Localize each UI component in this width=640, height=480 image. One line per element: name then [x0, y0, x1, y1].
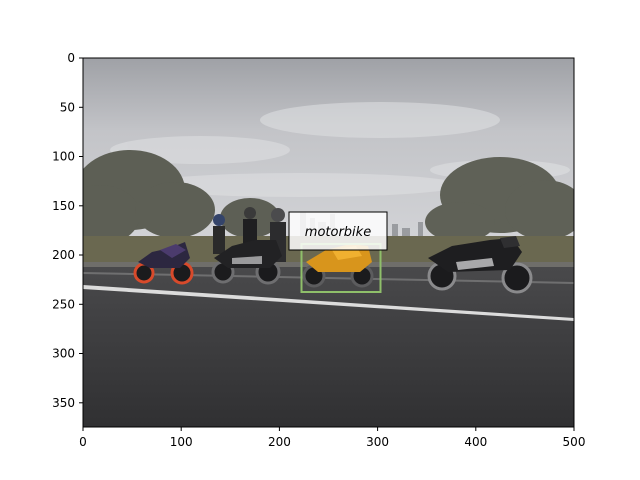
x-tick-label: 200 [268, 435, 291, 449]
x-tick-label: 0 [79, 435, 87, 449]
axes-frame [82, 57, 575, 428]
x-tick-label: 400 [464, 435, 487, 449]
x-tick-label: 500 [563, 435, 586, 449]
lane-line [83, 285, 574, 321]
y-tick-label: 200 [52, 248, 75, 262]
bbox-annotation: motorbike [288, 211, 388, 293]
y-tick-label: 150 [52, 199, 75, 213]
x-axis: 0 100 200 300 400 500 [79, 427, 585, 449]
bbox-label-box [288, 211, 388, 251]
y-axis: 0 50 100 150 200 250 300 350 [52, 51, 83, 410]
y-tick-label: 300 [52, 347, 75, 361]
tree-right [425, 157, 574, 242]
motorbike-black-2 [211, 240, 282, 285]
road [83, 262, 574, 427]
y-tick-label: 50 [60, 100, 75, 114]
motorbike-purple [133, 242, 194, 285]
bbox-label: motorbike [305, 225, 371, 240]
photo-image [83, 58, 574, 427]
motorbike-orange [302, 244, 374, 288]
motorbike-black-4 [427, 236, 533, 294]
y-tick-label: 0 [67, 51, 75, 65]
x-tick-label: 100 [170, 435, 193, 449]
x-tick-label: 300 [366, 435, 389, 449]
tree-left [83, 150, 280, 245]
y-tick-label: 100 [52, 150, 75, 164]
y-tick-label: 350 [52, 396, 75, 410]
y-tick-label: 250 [52, 297, 75, 311]
